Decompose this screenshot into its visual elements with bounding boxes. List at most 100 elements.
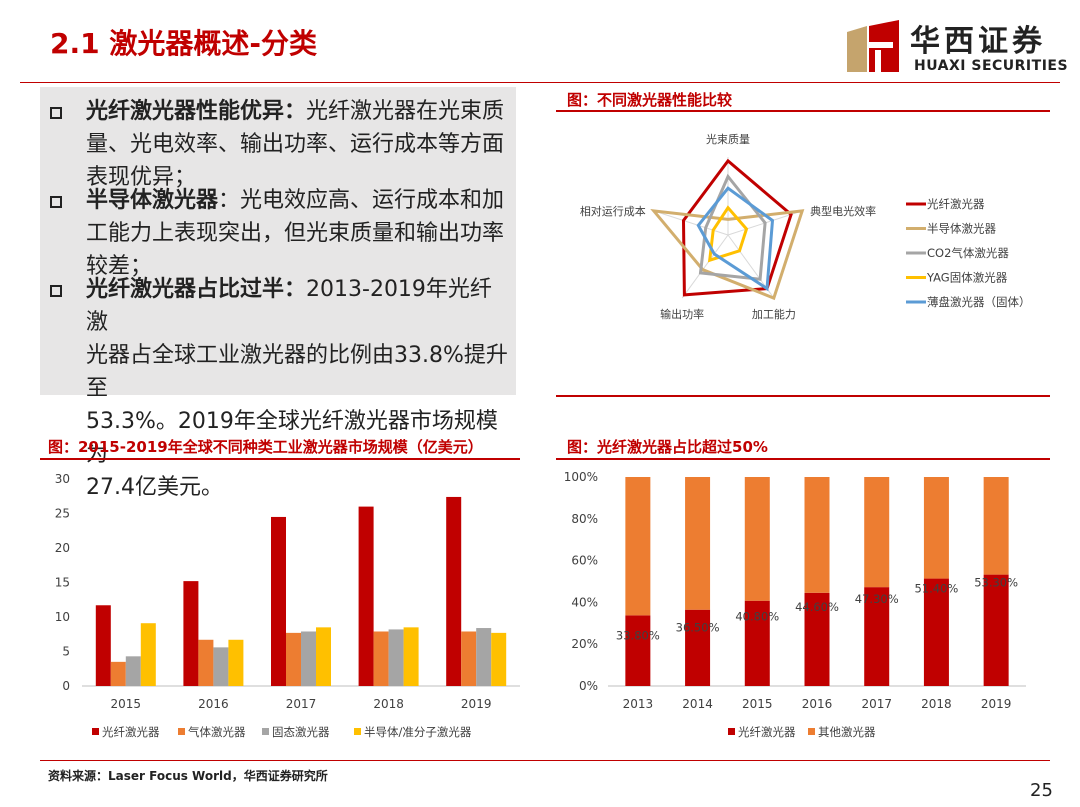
stacked-bar-segment [685,609,711,686]
legend-swatch [92,728,99,735]
bar [358,506,374,686]
legend-swatch [354,728,361,735]
bar [183,581,199,686]
radar-axis-label: 光束质量 [706,132,750,146]
stacked-bar-segment [804,592,830,686]
radar-axis-label: 加工能力 [752,307,796,321]
stacked-bar-segment [983,574,1009,686]
radar-legend-label: YAG固体激光器 [926,271,1008,285]
y-tick-label: 5 [62,645,70,659]
legend-label: 光纤激光器 [738,725,796,739]
y-tick-label: 60% [571,554,598,568]
bullet-bold: 半导体激光器 [86,188,219,213]
bullet-bold: 光纤激光器占比过半： [86,277,307,302]
radar-legend-label: 薄盘激光器（固体） [927,295,1031,309]
radar-legend-label: 光纤激光器 [927,197,985,211]
radar-axis-label: 输出功率 [660,307,704,321]
x-tick-label: 2019 [981,697,1012,711]
x-tick-label: 2019 [461,697,492,711]
bullet-line: 27.4亿美元。 [86,475,223,500]
y-tick-label: 40% [571,595,598,609]
bullet-line: 较差； [86,254,153,279]
stacked-bar-segment [804,477,830,593]
bullet-square-icon [50,107,62,119]
footer-divider [40,760,1050,761]
fiber-share-chart: 0% 20% 40% 60% 80% 100% 33.80% 2013 36.50% 2014 40… [564,470,1026,739]
bar [316,627,331,686]
bar [95,605,111,686]
bullet-line: 工能力上表现突出，但光束质量和输出功率 [86,221,505,246]
stacked-bar-segment [625,477,651,616]
page-number: 25 [1030,780,1053,801]
y-tick-label: 20 [55,541,70,555]
bar [388,629,404,686]
y-tick-label: 20% [571,637,598,651]
bullet-line: 光器占全球工业激光器的比例由33.8%提升至 [86,343,508,401]
stacked-bar-segment [744,477,770,601]
radar-spoke [653,210,729,236]
x-tick-label: 2018 [921,697,952,711]
source-note: 资料来源：Laser Focus World，华西证券研究所 [48,769,328,783]
legend-swatch [728,728,735,735]
x-tick-label: 2017 [286,697,317,711]
stacked-bar-segment [864,587,890,686]
radar-title: 图：不同激光器性能比较 [567,91,733,109]
bar [301,631,316,686]
y-tick-label: 15 [55,576,70,590]
data-label: 47.30% [855,592,899,606]
bullet-square-icon [50,285,62,297]
bullet-bold: 光纤激光器性能优异： [86,99,307,124]
bullet-line: 表现优异； [86,165,197,190]
radar-legend-label: CO2气体激光器 [927,246,1009,260]
legend-label: 光纤激光器 [102,725,160,739]
stacked-bar-segment [923,578,949,686]
legend-label: 固态激光器 [272,725,330,739]
bar [213,647,229,686]
bullet-panel: 光纤激光器性能优异：光纤激光器在光束质 量、光电效率、输出功率、运行成本等方面 … [40,87,516,500]
radar-series-polygon [698,173,767,281]
bar [286,632,301,686]
legend-label: 半导体/准分子激光器 [364,725,472,739]
x-tick-label: 2017 [861,697,892,711]
radar-title-divider [556,110,1050,112]
radar-series-polygon [707,205,749,263]
radar-series-polygon [696,186,775,292]
market-chart-title: 图：2015-2019年全球不同种类工业激光器市场规模（亿美元） [48,438,483,456]
legend-swatch [262,728,269,735]
y-tick-label: 80% [571,512,598,526]
y-tick-label: 100% [564,470,598,484]
y-tick-label: 0% [579,679,598,693]
bar [125,656,141,686]
logo-english: HUAXI SECURITIES [914,58,1069,74]
bar [140,623,156,686]
bar [476,628,492,686]
y-tick-label: 30 [55,472,70,486]
bullet-square-icon [50,196,62,208]
bullet-line: 53.3%。2019年全球光纤激光器市场规模为 [86,409,498,467]
bar [403,627,419,686]
x-tick-label: 2016 [802,697,833,711]
bullet-text: 光纤激光器占比过半：2013-2019年光纤激 光器占全球工业激光器的比例由33… [86,273,510,504]
radar-series-polygon [681,158,793,297]
legend-swatch [808,728,815,735]
page-title: 2.1 激光器概述-分类 [50,27,317,60]
bar [228,639,244,686]
bar [110,661,126,686]
x-tick-label: 2013 [623,697,654,711]
data-label: 44.60% [795,600,839,614]
data-label: 36.50% [676,621,720,635]
radar-series-polygon [650,208,805,301]
data-label: 53.30% [974,576,1018,590]
stacked-bar-segment [923,477,949,579]
stacked-bar-segment [744,600,770,686]
bullet-line: 光纤激光器在光束质 [306,99,505,124]
bullet-line: ：光电效应高、运行成本和加 [218,188,505,213]
x-tick-label: 2018 [373,697,404,711]
x-tick-label: 2015 [742,697,773,711]
market-size-chart: 0 5 10 15 20 25 30 2015 2016 2017 2018 2019 光纤激光器 气体激… [55,472,520,739]
legend-label: 气体激光器 [188,725,246,739]
logo-chinese: 华西证券 [910,24,1046,59]
data-label: 51.40% [914,582,958,596]
x-tick-label: 2014 [682,697,713,711]
bar [446,496,462,686]
